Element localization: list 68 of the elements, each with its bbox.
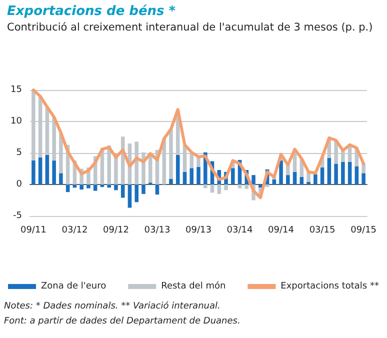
y-tick-label: 0 xyxy=(16,180,22,190)
bar xyxy=(334,164,338,184)
bar xyxy=(142,184,146,194)
bar xyxy=(190,168,194,184)
legend-label: Zona de l'euro xyxy=(41,282,107,292)
chart-subtitle: Contribució al creixement interanual de l'acumulat de 3 mesos (p. p.) xyxy=(7,22,373,34)
bar xyxy=(32,160,36,184)
line-series xyxy=(32,88,366,200)
bar xyxy=(100,184,104,188)
bar xyxy=(362,173,366,184)
bar xyxy=(169,178,173,184)
x-tick-label: 09/12 xyxy=(103,226,129,236)
bar xyxy=(238,184,242,188)
bar xyxy=(252,175,256,184)
bar xyxy=(128,184,132,208)
bar xyxy=(45,154,50,184)
bar xyxy=(80,184,84,190)
bar xyxy=(120,184,125,198)
y-tick-label: 15 xyxy=(10,85,22,95)
y-tick-label: 5 xyxy=(16,148,22,158)
bar xyxy=(224,184,228,190)
bar xyxy=(230,168,235,184)
bar xyxy=(59,173,63,184)
bar xyxy=(66,184,70,192)
bar xyxy=(272,179,276,184)
bar xyxy=(52,160,56,184)
bar xyxy=(210,184,214,193)
bar xyxy=(86,184,90,188)
bar xyxy=(114,184,118,190)
bar xyxy=(306,182,310,184)
text: Font: a partir de dades del Departament de Duanes. xyxy=(4,316,240,326)
x-tick-label: 09/15 xyxy=(350,226,377,236)
bar xyxy=(286,175,290,184)
bar xyxy=(354,166,359,184)
bar xyxy=(182,172,187,184)
legend-label: Resta del món xyxy=(161,280,226,292)
chart-title: Exportacions de béns * xyxy=(7,4,176,19)
bar xyxy=(320,167,324,184)
bar xyxy=(217,184,222,194)
bar xyxy=(244,184,249,189)
bar xyxy=(38,157,42,184)
legend-label: Exportacions totals ** xyxy=(280,282,380,292)
x-tick-label: 09/11 xyxy=(20,226,46,236)
bar xyxy=(327,158,332,184)
bar xyxy=(341,162,345,184)
text: Notes: * Dades nominals. ** Variació interanual. xyxy=(4,300,220,312)
bar xyxy=(314,174,318,184)
bar xyxy=(348,162,352,184)
x-tick-label: 03/12 xyxy=(62,226,88,236)
y-tick-label: -5 xyxy=(13,211,22,221)
bar xyxy=(279,160,283,184)
bar xyxy=(196,166,200,184)
bar xyxy=(134,184,138,202)
x-tick-label: 09/13 xyxy=(186,226,212,236)
bar xyxy=(176,154,180,184)
x-tick-label: 03/15 xyxy=(309,226,336,236)
bar xyxy=(155,184,160,195)
bar xyxy=(300,176,304,184)
x-tick-label: 09/14 xyxy=(268,226,294,236)
y-tick-label: 10 xyxy=(10,116,22,126)
bar xyxy=(93,184,98,191)
x-tick-label: 03/13 xyxy=(144,226,170,236)
bar xyxy=(286,164,290,176)
bar xyxy=(292,172,297,184)
x-tick-label: 03/14 xyxy=(226,226,254,236)
bar xyxy=(203,184,208,188)
bar xyxy=(107,184,111,188)
bar xyxy=(265,184,270,188)
